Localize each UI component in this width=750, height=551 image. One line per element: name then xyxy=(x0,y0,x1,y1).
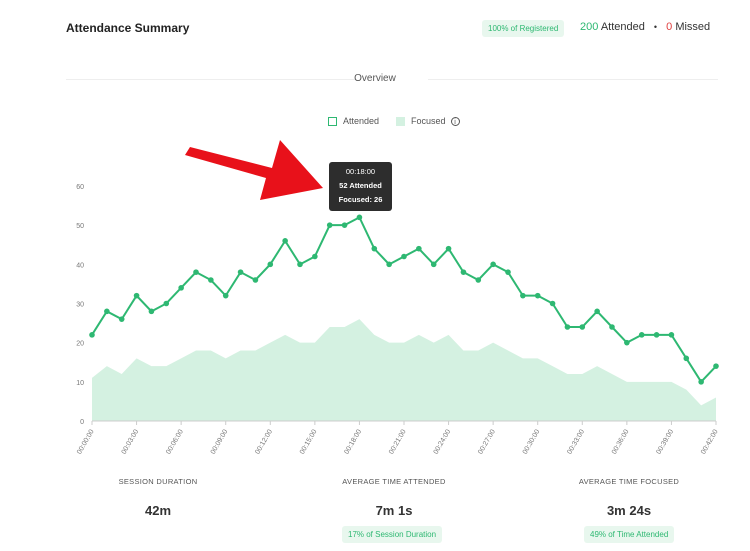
attended-point xyxy=(208,277,214,283)
chart-tooltip: 00:18:00 52 Attended Focused: 26 xyxy=(329,162,392,211)
attended-point xyxy=(594,308,600,315)
x-tick-label: 00:36:00 xyxy=(611,428,631,455)
attended-point xyxy=(609,324,615,330)
attended-point xyxy=(653,332,660,338)
stat-label-avg-attended: AVERAGE TIME ATTENDED xyxy=(342,477,446,486)
attended-point xyxy=(297,261,303,268)
attended-point xyxy=(356,214,363,221)
attended-point xyxy=(386,261,392,268)
attended-point xyxy=(163,300,170,307)
y-tick-label: 30 xyxy=(76,302,84,309)
page-title: Attendance Summary xyxy=(66,21,190,35)
legend-focused-label: Focused xyxy=(411,116,446,126)
attended-point xyxy=(104,308,110,315)
attended-point xyxy=(252,277,259,283)
attended-point xyxy=(713,363,719,369)
attended-point xyxy=(237,269,244,275)
attended-point xyxy=(401,253,407,260)
focused-area xyxy=(92,319,716,421)
stat-label-session-duration: SESSION DURATION xyxy=(118,477,198,486)
y-tick-label: 10 xyxy=(76,380,84,387)
attended-label: Attended xyxy=(600,21,645,33)
attended-point xyxy=(133,292,140,299)
attended-point xyxy=(624,339,630,346)
x-tick-label: 00:03:00 xyxy=(121,428,141,455)
attended-summary: 200 Attended • 0 Missed xyxy=(580,21,710,33)
attended-point xyxy=(148,308,155,315)
focused-swatch xyxy=(396,116,405,126)
x-tick-label: 00:33:00 xyxy=(566,428,586,455)
missed-count: 0 xyxy=(666,21,673,33)
attended-point xyxy=(430,261,437,268)
attended-point xyxy=(475,277,482,283)
attended-point xyxy=(534,292,541,299)
attended-point xyxy=(505,269,511,275)
attendance-chart: 0 10 20 30 40 50 60 00:00:00 00:03:00 00:06:00 00:… xyxy=(76,140,720,456)
attended-point xyxy=(371,245,378,252)
attended-point xyxy=(460,269,467,275)
tooltip-time: 00:18:00 xyxy=(345,167,376,176)
attended-point xyxy=(326,222,333,228)
x-tick-label: 00:39:00 xyxy=(655,428,675,455)
attended-point xyxy=(118,316,125,322)
attended-point xyxy=(341,222,348,228)
y-tick-label: 20 xyxy=(76,341,84,348)
stat-badge-avg-focused: 49% of Time Attended xyxy=(584,526,675,543)
attended-point xyxy=(312,253,318,260)
y-tick-label: 0 xyxy=(80,419,84,426)
separator-dot: • xyxy=(653,22,658,32)
stat-value-avg-attended: 7m 1s xyxy=(375,503,413,518)
legend-focused[interactable]: Focused i xyxy=(396,116,460,126)
stat-value-avg-focused: 3m 24s xyxy=(606,503,652,518)
x-tick-label: 00:15:00 xyxy=(299,428,319,455)
stat-value-session-duration: 42m xyxy=(144,503,172,518)
attended-point xyxy=(193,269,199,275)
legend-attended[interactable]: Attended xyxy=(328,116,379,126)
attended-point xyxy=(178,285,184,291)
tooltip-attended: 52 Attended xyxy=(339,181,382,190)
attended-point xyxy=(282,238,288,244)
y-tick-label: 50 xyxy=(76,223,84,230)
stat-label-avg-focused: AVERAGE TIME FOCUSED xyxy=(578,477,680,486)
x-tick-label: 00:09:00 xyxy=(210,428,230,455)
y-tick-label: 40 xyxy=(76,262,84,269)
attended-point xyxy=(267,261,274,268)
registered-badge: 100% of Registered xyxy=(482,20,565,37)
attended-point xyxy=(698,379,704,385)
attended-point xyxy=(222,292,229,299)
missed-label: Missed xyxy=(675,21,711,33)
attended-point xyxy=(490,261,496,268)
attended-point xyxy=(683,355,690,362)
y-tick-label: 60 xyxy=(76,184,84,191)
legend-attended-label: Attended xyxy=(343,116,380,126)
x-tick-label: 00:18:00 xyxy=(343,428,363,455)
info-icon[interactable]: i xyxy=(450,116,460,126)
x-tick-label: 00:24:00 xyxy=(433,428,453,455)
attended-point xyxy=(579,324,586,330)
x-tick-label: 00:30:00 xyxy=(522,428,542,455)
x-tick-label: 00:27:00 xyxy=(477,428,497,455)
red-arrow-annotation xyxy=(185,140,323,200)
x-tick-label: 00:42:00 xyxy=(700,428,720,455)
attended-point xyxy=(668,332,675,338)
overview-heading: Overview xyxy=(354,73,396,84)
attended-point xyxy=(520,292,526,299)
x-tick-label: 00:12:00 xyxy=(254,428,274,455)
stat-badge-avg-attended: 17% of Session Duration xyxy=(342,526,443,543)
attended-count: 200 xyxy=(580,21,599,33)
x-tick-label: 00:06:00 xyxy=(165,428,185,455)
attended-point xyxy=(445,245,452,252)
attended-swatch xyxy=(328,116,337,126)
attended-point xyxy=(549,300,556,307)
attended-point xyxy=(564,324,571,330)
tooltip-focused: Focused: 26 xyxy=(338,195,383,204)
overview-divider-left xyxy=(66,79,356,80)
x-tick-label: 00:00:00 xyxy=(76,428,96,455)
attended-point xyxy=(416,245,422,252)
x-tick-label: 00:21:00 xyxy=(388,428,408,455)
attended-point xyxy=(638,332,645,338)
attended-point xyxy=(89,332,95,338)
overview-divider-right xyxy=(428,79,718,80)
